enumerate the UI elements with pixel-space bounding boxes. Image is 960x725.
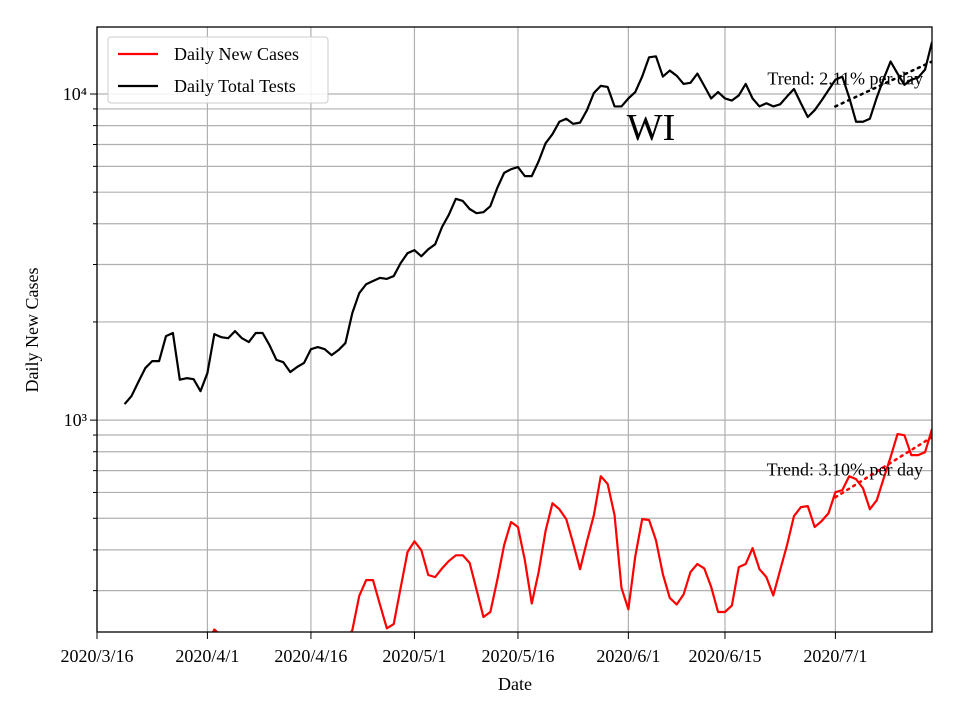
x-tick-label: 2020/6/15 <box>688 646 761 666</box>
grid <box>96 27 932 632</box>
legend-label: Daily Total Tests <box>174 76 296 96</box>
trend-label: Trend: 2.11% per day <box>767 68 923 88</box>
x-tick-label: 2020/4/16 <box>274 646 347 666</box>
x-tick-label: 2020/7/1 <box>803 646 867 666</box>
x-tick-label: 2020/5/16 <box>481 646 554 666</box>
legend-label: Daily New Cases <box>174 44 299 64</box>
trend-label: Trend: 3.10% per day <box>767 459 923 479</box>
y-tick-label: 10³ <box>64 410 88 430</box>
plot-frame <box>96 26 933 633</box>
chart-title: WI <box>627 107 676 149</box>
series-line <box>211 428 932 632</box>
x-axis-label: Date <box>498 674 532 694</box>
trend-line <box>834 435 932 499</box>
x-tick-label: 2020/5/1 <box>382 646 446 666</box>
y-tick-label: 10⁴ <box>63 84 87 104</box>
x-tick-label: 2020/6/1 <box>596 646 660 666</box>
legend: Daily New Cases Daily Total Tests <box>107 36 329 104</box>
plot-area <box>123 41 932 632</box>
x-tick-label: 2020/3/16 <box>60 646 133 666</box>
series-line <box>123 41 932 405</box>
x-tick-label: 2020/4/1 <box>175 646 239 666</box>
y-axis-label: Daily New Cases <box>22 268 42 393</box>
legend-box <box>107 36 329 104</box>
